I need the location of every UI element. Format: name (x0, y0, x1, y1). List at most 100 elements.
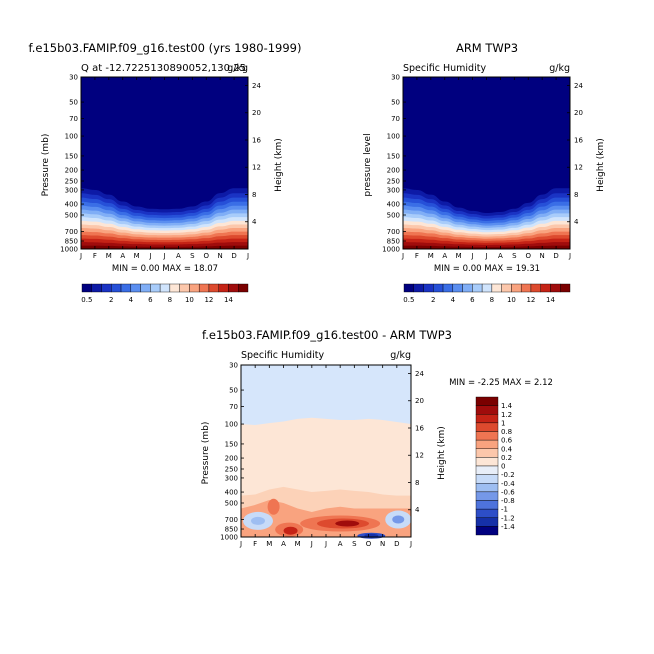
panel-obs-ylabel-right: Height (km) (596, 138, 606, 192)
panel-diff-subtitle-right: g/kg (390, 350, 411, 361)
panel-model-subtitle-right: g/kg (227, 63, 248, 74)
month-tick-label: J (471, 252, 474, 260)
height-tick-label: 8 (252, 191, 256, 199)
month-tick-label: M (428, 252, 434, 260)
height-tick-label: 20 (252, 109, 261, 117)
month-tick-label: O (203, 252, 209, 260)
colorbar-cell (91, 283, 102, 293)
height-tick-label: 4 (574, 218, 579, 226)
colorbar-cell (433, 283, 444, 293)
pressure-tick-label: 850 (225, 526, 238, 534)
pressure-tick-label: 200 (225, 455, 238, 463)
contour-blob (283, 526, 298, 535)
colorbar-cell (530, 283, 541, 293)
colorbar-cell (520, 283, 532, 293)
month-tick-label: M (106, 252, 112, 260)
colorbar-cell (413, 283, 424, 293)
month-tick-label: J (324, 540, 327, 548)
panel-obs-subtitle-right: g/kg (549, 63, 570, 74)
pressure-tick-label: 500 (387, 212, 400, 220)
month-tick-label: O (525, 252, 531, 260)
colorbar-cell (475, 491, 499, 501)
pressure-tick-label: 70 (229, 403, 238, 411)
colorbar-cell (130, 283, 141, 293)
month-tick-label: M (456, 252, 462, 260)
colorbar-label: 0.6 (501, 437, 513, 445)
month-tick-label: J (162, 252, 165, 260)
pressure-tick-label: 1000 (60, 246, 78, 254)
pressure-tick-label: 500 (225, 500, 238, 508)
height-tick-label: 12 (574, 164, 583, 172)
height-tick-label: 24 (574, 82, 583, 90)
colorbar-label: 8 (490, 296, 494, 304)
colorbar-cell (189, 283, 200, 293)
panel-obs-minmax: MIN = 0.00 MAX = 19.31 (434, 264, 540, 274)
colorbar-label: 1.4 (501, 402, 513, 410)
colorbar-cell (403, 283, 414, 293)
height-tick-label: 4 (252, 218, 257, 226)
colorbar-label: 1.2 (501, 411, 512, 419)
month-tick-label: J (310, 540, 313, 548)
month-tick-label: M (134, 252, 140, 260)
pressure-tick-label: 400 (65, 201, 78, 209)
month-tick-label: A (498, 252, 503, 260)
colorbar-cell (475, 457, 499, 467)
colorbar-cell (560, 283, 571, 293)
colorbar-label: -0.2 (501, 471, 515, 479)
height-tick-label: 20 (415, 397, 424, 405)
panel-diff-title: f.e15b03.FAMIP.f09_g16.test00 - ARM TWP3 (202, 328, 452, 342)
colorbar-cell (208, 283, 219, 293)
pressure-tick-label: 250 (225, 466, 238, 474)
height-tick-label: 20 (574, 109, 583, 117)
pressure-tick-label: 700 (387, 228, 400, 236)
panel-obs-title: ARM TWP3 (456, 41, 518, 55)
month-tick-label: J (568, 252, 571, 260)
pressure-tick-label: 200 (65, 167, 78, 175)
panel-model-title: f.e15b03.FAMIP.f09_g16.test00 (yrs 1980-… (29, 41, 302, 55)
colorbar-label: 2 (109, 296, 113, 304)
contour-blob (335, 520, 360, 527)
colorbar-label: 2 (431, 296, 435, 304)
month-tick-label: A (442, 252, 447, 260)
colorbar-cell (475, 422, 499, 432)
height-tick-label: 4 (415, 506, 420, 514)
colorbar-cell (198, 283, 210, 293)
month-tick-label: A (176, 252, 181, 260)
colorbar-label: 12 (204, 296, 213, 304)
pressure-tick-label: 1000 (220, 534, 238, 542)
colorbar-label: 12 (526, 296, 535, 304)
height-tick-label: 24 (415, 370, 424, 378)
month-tick-label: N (218, 252, 223, 260)
colorbar-label: 10 (185, 296, 194, 304)
panel-model-subtitle-left: Q at -12.7225130890052,130.25 (81, 63, 246, 74)
colorbar-cell (101, 283, 112, 293)
height-tick-label: 16 (252, 136, 261, 144)
height-tick-label: 8 (415, 479, 419, 487)
panel-obs-colorbar: 0.5 2 4 6 8 10 12 14 (403, 283, 571, 304)
panel-diff-minmax: MIN = -2.25 MAX = 2.12 (449, 378, 553, 388)
panel-diff-ylabel-left: Pressure (mb) (201, 422, 211, 485)
panel-model-ylabel-right: Height (km) (274, 138, 284, 192)
colorbar-cell (475, 405, 499, 415)
colorbar-label: 0.4 (501, 445, 513, 453)
month-tick-label: O (366, 540, 372, 548)
pressure-tick-label: 700 (65, 228, 78, 236)
colorbar-cell (442, 283, 454, 293)
pressure-tick-label: 500 (65, 212, 78, 220)
colorbar-cell (475, 396, 499, 406)
colorbar-label: 0.5 (403, 296, 414, 304)
colorbar-label: -0.4 (501, 480, 515, 488)
month-tick-label: J (79, 252, 82, 260)
month-tick-label: F (253, 540, 257, 548)
pressure-tick-label: 100 (225, 421, 238, 429)
colorbar-label: -0.6 (501, 488, 515, 496)
pressure-tick-label: 400 (387, 201, 400, 209)
colorbar-cell (511, 283, 522, 293)
pressure-tick-label: 100 (387, 133, 400, 141)
pressure-tick-label: 50 (391, 99, 400, 107)
month-tick-label: M (295, 540, 301, 548)
month-tick-label: S (512, 252, 517, 260)
month-tick-label: J (149, 252, 152, 260)
colorbar-cell (169, 283, 180, 293)
colorbar-label: 0.5 (81, 296, 92, 304)
